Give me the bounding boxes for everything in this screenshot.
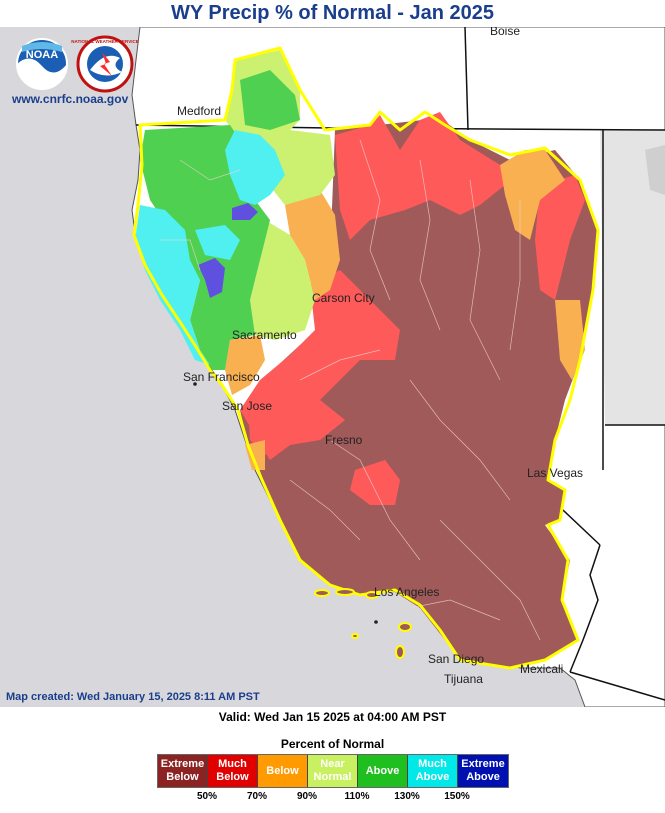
basin-lines (160, 139, 541, 641)
city-sacramento: Sacramento (232, 328, 297, 342)
city-medford: Medford (177, 104, 221, 118)
legend-label: Near Normal (313, 758, 352, 783)
page-title: WY Precip % of Normal - Jan 2025 (170, 2, 495, 24)
legend-swatch-much-above: Much Above (408, 755, 458, 787)
legend-label: Extreme Above (461, 758, 505, 783)
valid-time-text: Valid: Wed Jan 15 2025 at 04:00 AM PST (218, 710, 447, 724)
nws-logo: NATIONAL WEATHER SERVICE (71, 35, 139, 93)
region-extreme-below (240, 118, 598, 668)
city-boise: Boise (490, 27, 520, 38)
city-los-angeles: Los Angeles (374, 585, 439, 599)
legend-tick: 50% (196, 791, 218, 802)
city-san-diego: San Diego (428, 652, 484, 666)
region-extreme-above-1 (232, 203, 258, 220)
legend-tick: 70% (246, 791, 268, 802)
city-tijuana: Tijuana (444, 672, 483, 686)
legend-label: Extreme Below (160, 758, 205, 783)
city-las-vegas: Las Vegas (527, 466, 583, 480)
city-carson-city: Carson City (312, 291, 375, 305)
region-near-normal-central (250, 220, 315, 340)
region-much-below-coast (248, 395, 345, 455)
cnrfc-boundary (132, 46, 600, 670)
legend-tick: 150% (444, 791, 470, 802)
nws-logo-text: NATIONAL WEATHER SERVICE (71, 39, 138, 44)
city-mexicali: Mexicali (520, 662, 563, 676)
city-san-francisco: San Francisco (183, 370, 260, 384)
terrain-shade (645, 145, 665, 195)
terrain (600, 130, 665, 425)
city-fresno: Fresno (325, 433, 363, 447)
legend-title: Percent of Normal (280, 737, 385, 751)
channel-islands (314, 588, 412, 659)
legend-tick: 110% (344, 791, 370, 802)
region-below-bay (225, 335, 265, 395)
noaa-logo: NOAA (16, 38, 68, 90)
legend-swatch-extreme-below: Extreme Below (158, 755, 208, 787)
legend-label: Much Above (415, 758, 450, 783)
region-much-above-mid (195, 225, 240, 260)
legend-swatch-above: Above (358, 755, 408, 787)
legend-swatch-much-below: Much Below (208, 755, 258, 787)
precip-map[interactable]: Boise Medford Carson City Sacramento San… (0, 27, 665, 707)
legend-label: Above (365, 764, 400, 777)
legend-label: Much Below (216, 758, 249, 783)
map-created-text: Map created: Wed January 15, 2025 8:11 A… (6, 691, 260, 703)
region-above-klamath (240, 70, 300, 130)
region-extreme-above-2 (198, 258, 225, 298)
region-below-ne (500, 150, 565, 240)
legend-ticks: 50% 70% 90% 110% 130% 150% (157, 791, 509, 805)
city-markers (193, 382, 378, 624)
region-much-below-east (535, 175, 585, 300)
noaa-logo-text: NOAA (26, 49, 58, 61)
site-url-link[interactable]: www.cnrfc.noaa.gov (12, 92, 129, 106)
legend-swatch-near-normal: Near Normal (308, 755, 358, 787)
city-san-jose: San Jose (222, 399, 272, 413)
region-below-central (285, 190, 340, 300)
region-much-above-coast (135, 205, 210, 365)
region-below-east (555, 300, 585, 380)
region-much-above-inland (225, 130, 285, 205)
region-much-below-ne (335, 112, 505, 240)
legend-swatch-below: Below (258, 755, 308, 787)
legend: Extreme Below Much Below Below Near Norm… (157, 754, 509, 788)
legend-label: Below (266, 764, 299, 777)
legend-swatch-extreme-above: Extreme Above (458, 755, 508, 787)
region-much-below-south-sierra (350, 460, 400, 505)
legend-tick: 130% (394, 791, 420, 802)
legend-tick: 90% (296, 791, 318, 802)
